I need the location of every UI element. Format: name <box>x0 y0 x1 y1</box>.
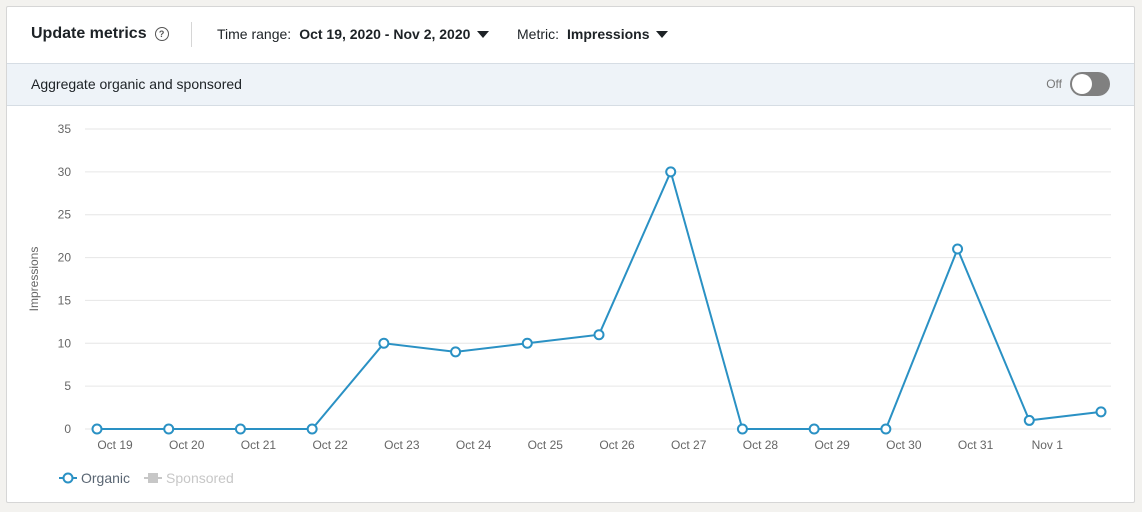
legend-sponsored-marker <box>144 473 163 483</box>
organic-data-point <box>665 166 677 178</box>
y-tick-label: 20 <box>58 251 72 265</box>
organic-data-point <box>808 423 820 435</box>
organic-data-point <box>952 243 964 255</box>
page-title: Update metrics ? <box>31 25 169 43</box>
y-tick-label: 30 <box>58 165 72 179</box>
y-tick-label: 5 <box>64 379 71 393</box>
organic-data-point <box>163 423 175 435</box>
time-range-label: Time range: <box>217 26 292 42</box>
caret-down-icon <box>477 31 490 38</box>
x-tick-label: Oct 23 <box>384 438 420 452</box>
metric-dropdown[interactable]: Metric: Impressions <box>517 26 669 42</box>
metrics-header: Update metrics ? Time range: Oct 19, 202… <box>7 7 1134 63</box>
organic-data-point <box>234 423 246 435</box>
organic-data-point <box>521 337 533 349</box>
help-circle-icon[interactable]: ? <box>154 27 169 41</box>
x-tick-label: Oct 27 <box>671 438 707 452</box>
x-tick-label: Oct 31 <box>958 438 994 452</box>
organic-data-point <box>1023 414 1035 426</box>
organic-data-point <box>450 346 462 358</box>
organic-data-point <box>880 423 892 435</box>
x-tick-label: Oct 24 <box>456 438 492 452</box>
organic-data-point <box>306 423 318 435</box>
title-text: Update metrics <box>31 25 147 42</box>
organic-data-point <box>593 329 605 341</box>
organic-data-point <box>736 423 748 435</box>
x-tick-label: Oct 21 <box>241 438 277 452</box>
y-axis-label: Impressions <box>27 247 41 312</box>
x-tick-label: Oct 30 <box>886 438 922 452</box>
y-tick-label: 25 <box>58 208 72 222</box>
x-tick-label: Oct 22 <box>312 438 348 452</box>
aggregate-bar: Aggregate organic and sponsored Off <box>7 63 1134 106</box>
x-tick-label: Nov 1 <box>1032 438 1064 452</box>
x-tick-label: Oct 28 <box>743 438 779 452</box>
y-tick-label: 15 <box>58 293 72 307</box>
y-tick-label: 10 <box>58 336 72 350</box>
legend-item-organic[interactable]: Organic <box>59 470 130 486</box>
aggregate-toggle-wrap: Off <box>1046 72 1110 96</box>
legend-label-sponsored: Sponsored <box>166 470 234 486</box>
time-range-dropdown[interactable]: Time range: Oct 19, 2020 - Nov 2, 2020 <box>217 26 490 42</box>
legend-item-sponsored[interactable]: Sponsored <box>144 470 234 486</box>
legend-label-organic: Organic <box>81 470 131 486</box>
header-divider <box>191 22 192 47</box>
impressions-line-chart: 0 5 10 15 20 25 30 35 Impressions Oct 19 Oct 20 Oct… <box>27 122 1111 452</box>
aggregate-toggle[interactable] <box>1070 72 1110 96</box>
metric-value: Impressions <box>567 26 650 42</box>
organic-data-point <box>378 337 390 349</box>
chart-legend: Organic Sponsored <box>59 470 248 486</box>
organic-data-point <box>1095 406 1107 418</box>
metric-label: Metric: <box>517 26 559 42</box>
x-tick-label: Oct 26 <box>599 438 635 452</box>
legend-organic-marker <box>59 472 77 484</box>
x-tick-label: Oct 29 <box>814 438 850 452</box>
toggle-knob <box>1072 74 1092 94</box>
time-range-value: Oct 19, 2020 - Nov 2, 2020 <box>299 26 471 42</box>
organic-data-point <box>91 423 103 435</box>
y-tick-label: 0 <box>64 422 71 436</box>
x-tick-label: Oct 19 <box>97 438 133 452</box>
aggregate-label: Aggregate organic and sponsored <box>31 76 242 92</box>
update-metrics-card: Update metrics ? Time range: Oct 19, 202… <box>6 6 1135 503</box>
caret-down-icon <box>656 31 669 38</box>
x-tick-label: Oct 20 <box>169 438 205 452</box>
y-tick-label: 35 <box>58 122 72 136</box>
toggle-state-label: Off <box>1046 77 1062 91</box>
x-tick-label: Oct 25 <box>528 438 564 452</box>
